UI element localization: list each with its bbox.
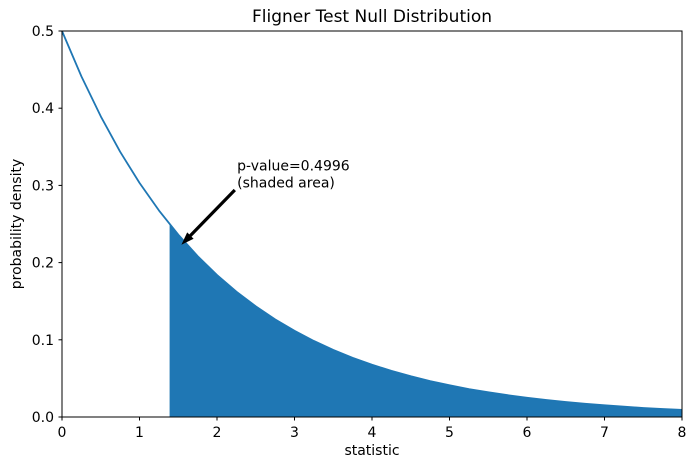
y-tick-label: 0.3 [32, 178, 54, 194]
annotation-line1: p-value=0.4996 [237, 159, 350, 175]
x-tick-label: 5 [445, 425, 454, 441]
y-tick-label: 0.4 [32, 101, 54, 117]
p-value-annotation: p-value=0.4996 (shaded area) [237, 159, 350, 192]
chart-title: Fligner Test Null Distribution [252, 7, 492, 27]
shaded-p-value-area [169, 223, 683, 417]
plot-area: 0 1 2 3 4 5 6 7 8 0.0 0.1 0.2 0.3 0.4 0.5 [32, 24, 687, 441]
x-tick-label: 1 [135, 425, 144, 441]
annotation-line2: (shaded area) [237, 176, 335, 192]
x-tick-label: 3 [290, 425, 299, 441]
y-axis-label: probability density [9, 159, 25, 289]
y-tick-label: 0.1 [32, 333, 54, 349]
y-tick-label: 0.0 [32, 410, 54, 426]
x-tick-label: 6 [523, 425, 532, 441]
x-tick-label: 4 [368, 425, 377, 441]
axes-spines [61, 30, 683, 418]
x-tick-label: 2 [213, 425, 222, 441]
annotation-arrow-head-icon [181, 232, 194, 245]
x-tick-label: 7 [600, 425, 609, 441]
density-curve [61, 30, 683, 411]
annotation-arrow-shaft [187, 188, 236, 239]
y-tick-label: 0.2 [32, 256, 54, 272]
y-tick-label: 0.5 [32, 24, 54, 40]
x-axis-label: statistic [344, 443, 399, 459]
x-tick-label: 8 [678, 425, 687, 441]
x-tick-label: 0 [58, 425, 67, 441]
